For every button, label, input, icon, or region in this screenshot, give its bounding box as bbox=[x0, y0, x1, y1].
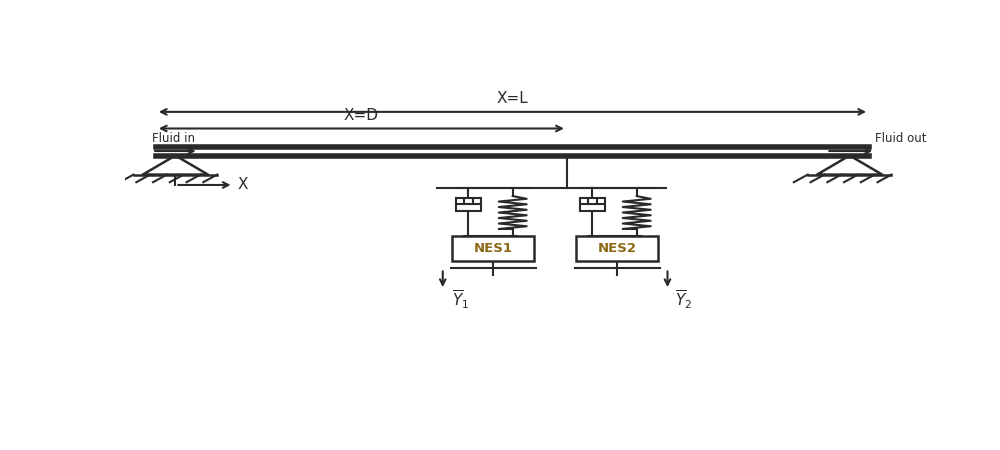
FancyBboxPatch shape bbox=[452, 236, 534, 261]
FancyBboxPatch shape bbox=[580, 198, 605, 212]
Text: X=D: X=D bbox=[344, 108, 379, 123]
FancyBboxPatch shape bbox=[576, 236, 658, 261]
Text: Fluid out: Fluid out bbox=[875, 132, 927, 145]
Text: Fluid in: Fluid in bbox=[152, 132, 195, 145]
FancyBboxPatch shape bbox=[456, 198, 481, 212]
Text: $\overline{Y}_2$: $\overline{Y}_2$ bbox=[675, 288, 692, 310]
Text: NES1: NES1 bbox=[474, 242, 513, 255]
Text: X: X bbox=[237, 177, 248, 193]
Text: $\overline{Y}_1$: $\overline{Y}_1$ bbox=[452, 288, 469, 310]
Text: NES2: NES2 bbox=[598, 242, 637, 255]
Text: X=L: X=L bbox=[497, 90, 528, 106]
